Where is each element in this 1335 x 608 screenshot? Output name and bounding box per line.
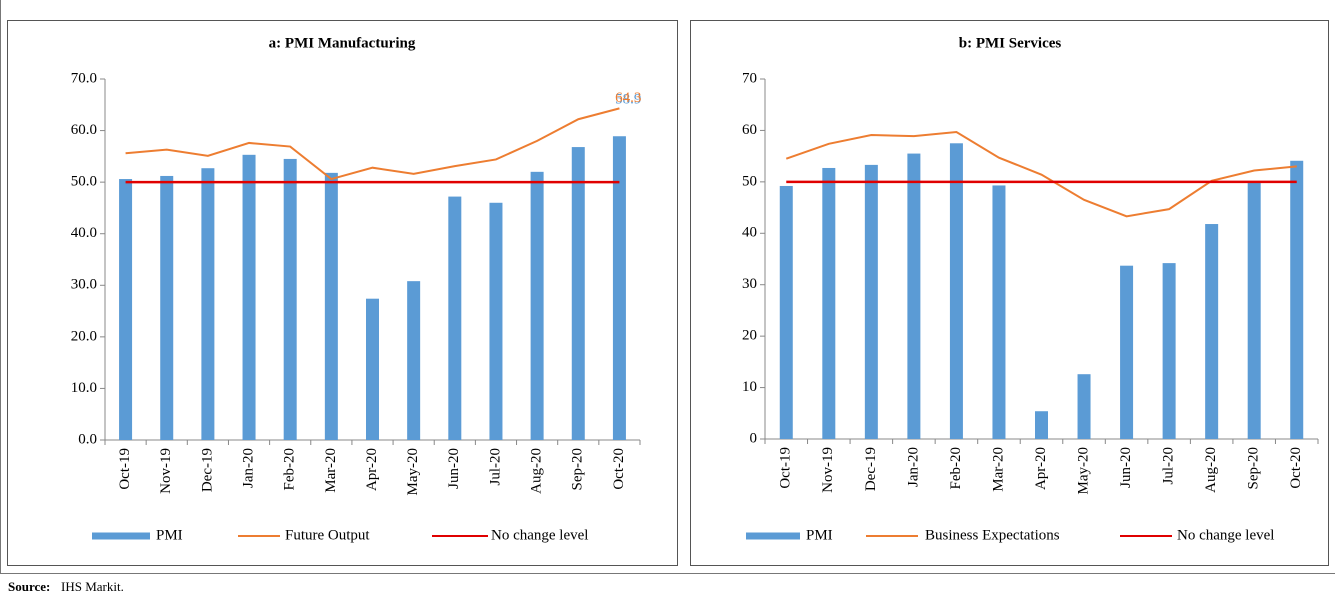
y-tick-label: 50 bbox=[742, 173, 757, 189]
y-tick-label: 20.0 bbox=[71, 328, 97, 344]
x-tick-label: May-20 bbox=[405, 448, 421, 496]
bar bbox=[160, 175, 174, 440]
source-label: Source: bbox=[8, 579, 50, 594]
x-tick-label: Mar-20 bbox=[323, 448, 339, 493]
x-tick-label: Oct-20 bbox=[611, 448, 627, 490]
x-tick-label: Sep-20 bbox=[1246, 447, 1262, 490]
y-tick-label: 70.0 bbox=[71, 70, 97, 86]
legend-swatch bbox=[92, 532, 150, 540]
bar bbox=[1290, 160, 1304, 439]
x-tick-label: Mar-20 bbox=[990, 447, 1006, 492]
line bbox=[785, 130, 1297, 218]
x-tick-label: Apr-20 bbox=[364, 448, 380, 491]
panel-border bbox=[690, 20, 1329, 566]
bar bbox=[571, 147, 585, 440]
legend-label: No change level bbox=[1177, 527, 1274, 543]
bar bbox=[612, 136, 626, 440]
legend-label: Business Expectations bbox=[925, 527, 1060, 543]
bar bbox=[1120, 265, 1134, 439]
bar bbox=[1077, 374, 1091, 439]
legend-label: No change level bbox=[491, 527, 588, 543]
bar bbox=[864, 164, 878, 439]
bar bbox=[822, 167, 836, 439]
bar bbox=[1205, 224, 1219, 439]
y-tick-label: 60 bbox=[742, 122, 757, 138]
legend-label: Future Output bbox=[285, 527, 370, 543]
source-text: IHS Markit. bbox=[61, 579, 124, 594]
y-tick-label: 0.0 bbox=[78, 431, 97, 447]
bar bbox=[119, 179, 133, 440]
bar bbox=[324, 172, 338, 441]
bar bbox=[407, 281, 421, 440]
x-tick-label: Dec-19 bbox=[199, 448, 215, 492]
x-tick-label: May-20 bbox=[1075, 447, 1091, 495]
y-tick-label: 30 bbox=[742, 276, 757, 292]
bar bbox=[530, 171, 544, 441]
y-tick-label: 60.0 bbox=[71, 122, 97, 138]
bar bbox=[448, 196, 462, 440]
bar bbox=[242, 154, 256, 440]
x-tick-label: Aug-20 bbox=[1203, 447, 1219, 493]
chart-title: b: PMI Services bbox=[959, 35, 1062, 51]
y-tick-label: 0 bbox=[750, 430, 758, 446]
legend-swatch bbox=[746, 532, 800, 540]
x-tick-label: Jan-20 bbox=[240, 448, 256, 488]
bar bbox=[907, 153, 921, 440]
x-tick-label: Dec-19 bbox=[863, 447, 879, 491]
panel-border bbox=[7, 20, 678, 566]
x-tick-label: Oct-20 bbox=[1288, 447, 1304, 489]
y-tick-label: 10.0 bbox=[71, 380, 97, 396]
x-tick-label: Oct-19 bbox=[117, 448, 133, 490]
x-tick-label: Sep-20 bbox=[570, 448, 586, 491]
bar bbox=[992, 185, 1006, 439]
y-tick-label: 50.0 bbox=[71, 174, 97, 190]
x-tick-label: Feb-20 bbox=[282, 448, 298, 491]
bar bbox=[1162, 263, 1176, 439]
bar bbox=[283, 158, 297, 440]
bar bbox=[201, 168, 215, 440]
x-tick-label: Oct-19 bbox=[778, 447, 794, 489]
x-tick-label: Jun-20 bbox=[446, 448, 462, 489]
bar bbox=[1247, 182, 1261, 439]
y-tick-label: 40 bbox=[742, 225, 757, 241]
data-label: 64.3 bbox=[615, 90, 641, 106]
x-tick-label: Jul-20 bbox=[1161, 447, 1177, 485]
bar bbox=[489, 202, 503, 440]
bar bbox=[949, 143, 963, 440]
x-tick-label: Nov-19 bbox=[820, 447, 836, 493]
x-tick-label: Aug-20 bbox=[529, 448, 545, 494]
y-tick-label: 70 bbox=[742, 70, 757, 86]
y-tick-label: 40.0 bbox=[71, 225, 97, 241]
bar bbox=[1035, 411, 1048, 439]
chart-title: a: PMI Manufacturing bbox=[269, 35, 416, 51]
y-tick-label: 10 bbox=[742, 379, 757, 395]
bar bbox=[779, 185, 793, 439]
y-tick-label: 20 bbox=[742, 328, 757, 344]
x-tick-label: Jun-20 bbox=[1118, 447, 1134, 488]
x-tick-label: Nov-19 bbox=[158, 448, 174, 494]
y-tick-label: 30.0 bbox=[71, 277, 97, 293]
line bbox=[125, 107, 620, 181]
x-tick-label: Feb-20 bbox=[948, 447, 964, 490]
bar bbox=[366, 298, 379, 440]
legend-label: PMI bbox=[156, 527, 183, 543]
x-tick-label: Jul-20 bbox=[487, 448, 503, 486]
data-label: 58.9 bbox=[615, 92, 641, 108]
x-tick-label: Apr-20 bbox=[1033, 447, 1049, 490]
legend-label: PMI bbox=[806, 527, 833, 543]
x-tick-label: Jan-20 bbox=[905, 447, 921, 487]
